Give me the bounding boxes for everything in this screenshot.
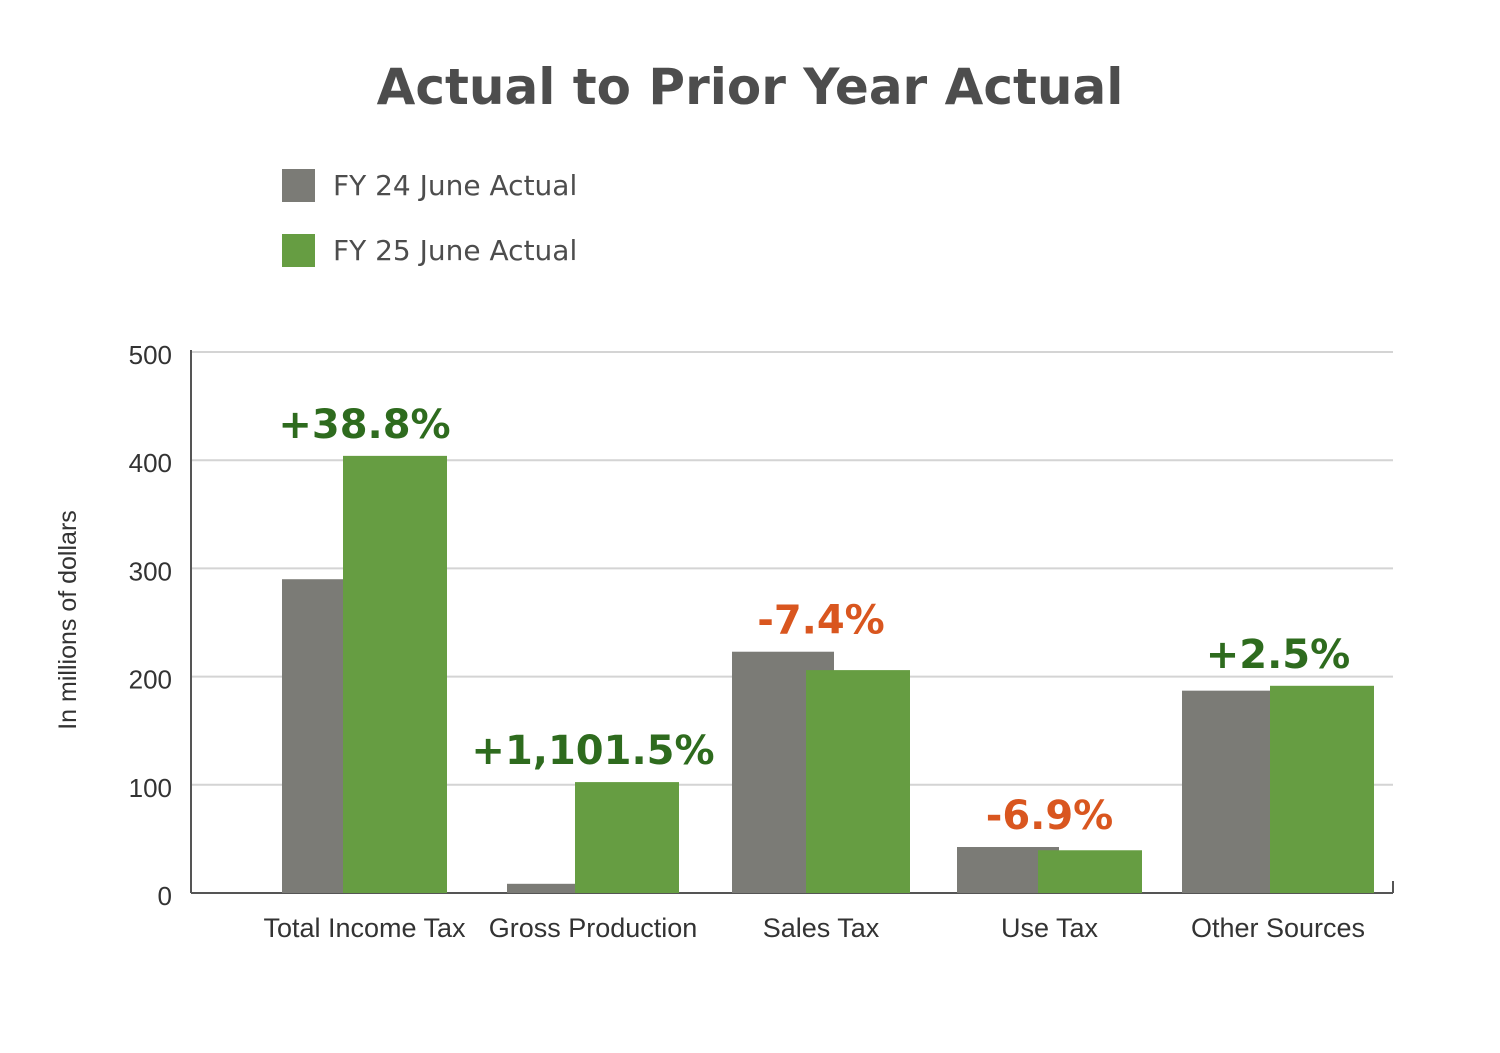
x-category-label: Use Tax <box>1001 913 1099 943</box>
y-axis-label: In millions of dollars <box>54 510 82 730</box>
y-tick-label: 500 <box>129 340 172 370</box>
y-tick-label: 200 <box>129 665 172 695</box>
bar-fy24-4 <box>1182 690 1284 893</box>
bar-fy25-0 <box>343 455 447 893</box>
change-label: +2.5% <box>1206 632 1350 678</box>
bar-fy25-1 <box>575 782 679 893</box>
x-category-label: Gross Production <box>489 913 698 943</box>
y-tick-label: 100 <box>129 773 172 803</box>
y-tick-label: 300 <box>129 556 172 586</box>
legend-label-fy24: FY 24 June Actual <box>333 169 578 202</box>
bar-fy25-2 <box>806 670 910 893</box>
change-label: +38.8% <box>278 402 450 448</box>
legend-item-fy24: FY 24 June Actual <box>282 169 577 202</box>
legend-item-fy25: FY 25 June Actual <box>282 234 577 267</box>
bar-fy24-1 <box>507 883 609 893</box>
bar-fy25-4 <box>1270 685 1374 893</box>
legend-label-fy25: FY 25 June Actual <box>333 234 578 267</box>
bar-fy25-3 <box>1038 850 1142 893</box>
y-tick-label: 400 <box>129 448 172 478</box>
x-category-label: Sales Tax <box>763 913 880 943</box>
x-category-label: Total Income Tax <box>263 913 466 943</box>
chart-title: Actual to Prior Year Actual <box>376 58 1124 116</box>
legend-swatch-fy25 <box>282 234 315 267</box>
change-label: -6.9% <box>986 793 1114 839</box>
x-category-label: Other Sources <box>1191 913 1365 943</box>
legend-swatch-fy24 <box>282 169 315 202</box>
change-label: -7.4% <box>757 598 885 644</box>
change-label: +1,101.5% <box>471 728 714 774</box>
y-tick-label: 0 <box>158 881 172 911</box>
